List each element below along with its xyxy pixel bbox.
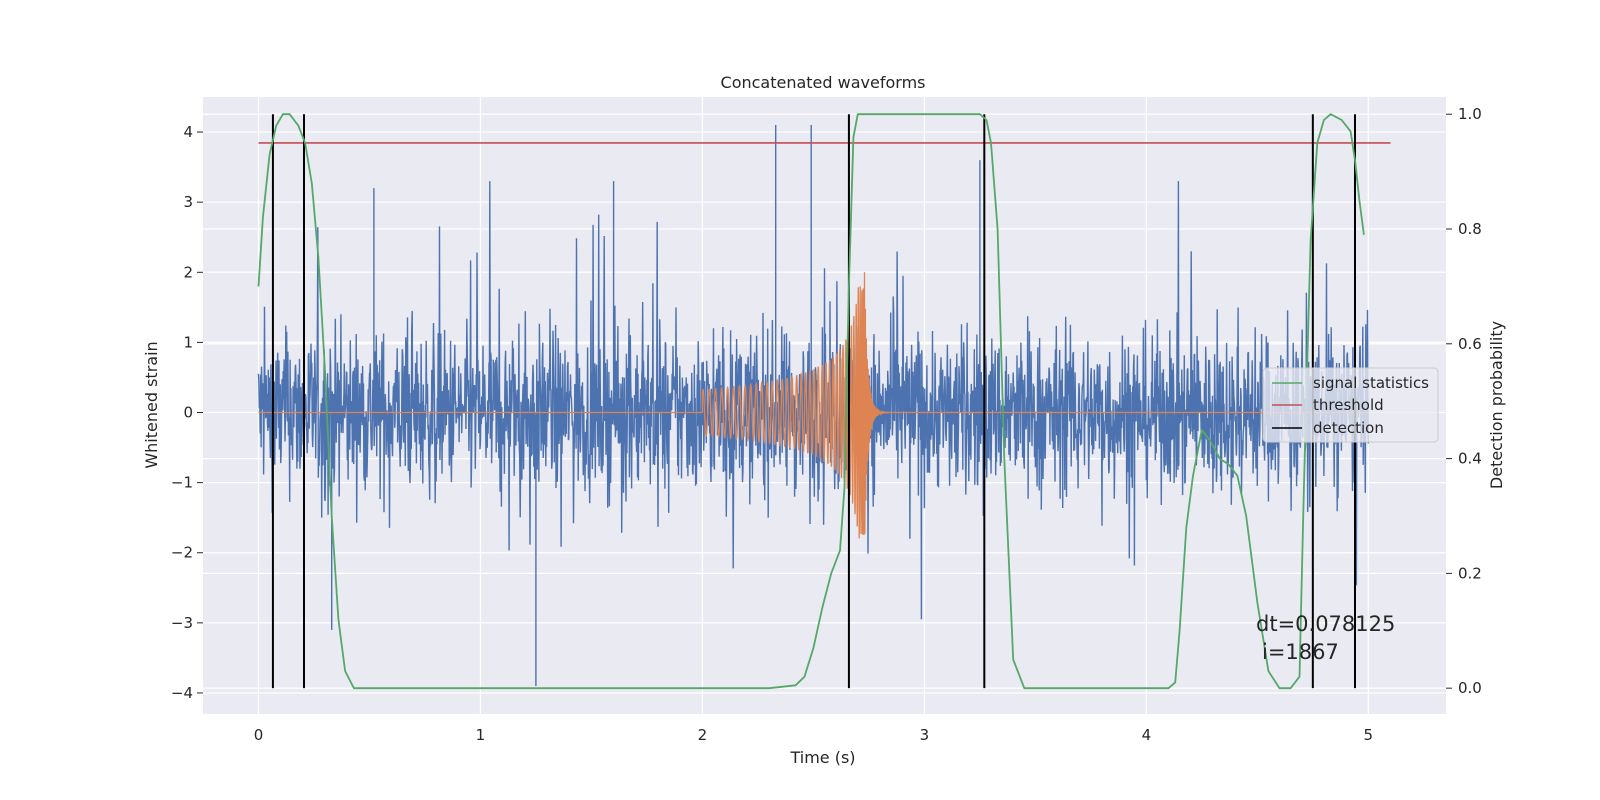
annotation-i: i=1867 <box>1262 640 1339 664</box>
y-tick-label-right: 1.0 <box>1458 105 1482 123</box>
chart-title: Concatenated waveforms <box>721 73 926 92</box>
y-tick-label-left: −3 <box>171 614 193 632</box>
x-tick-label: 0 <box>254 726 264 744</box>
legend-label-threshold: threshold <box>1313 396 1384 414</box>
legend: signal statistics threshold detection <box>1262 367 1439 443</box>
y-tick-label-right: 0.2 <box>1458 564 1482 582</box>
y-tick-label-right: 0.6 <box>1458 335 1482 353</box>
y-tick-label-left: −4 <box>171 684 193 702</box>
x-tick-label: 4 <box>1142 726 1152 744</box>
x-tick-label: 3 <box>920 726 930 744</box>
y-tick-label-left: 1 <box>183 333 193 351</box>
x-tick-label: 1 <box>476 726 486 744</box>
y-tick-label-left: 2 <box>183 263 193 281</box>
y-tick-label-left: 0 <box>183 404 193 422</box>
y-tick-label-right: 0.8 <box>1458 220 1482 238</box>
y-tick-label-left: 4 <box>183 123 193 141</box>
legend-label-detection: detection <box>1313 419 1384 437</box>
y-tick-label-left: −2 <box>171 544 193 562</box>
y-tick-label-right: 0.0 <box>1458 679 1482 697</box>
y-axis-label-right: Detection probability <box>1487 321 1506 489</box>
y-tick-label-left: −1 <box>171 474 193 492</box>
annotation-dt: dt=0.078125 <box>1256 612 1395 636</box>
y-tick-label-right: 0.4 <box>1458 450 1482 468</box>
series-layer <box>257 113 1391 690</box>
y-tick-label-left: 3 <box>183 193 193 211</box>
axes: 0 1 2 3 4 5 −4 −3 −2 −1 0 1 2 3 4 0.0 0.2 0.4 0.6 0.8 1.0 <box>171 105 1482 744</box>
x-tick-label: 2 <box>698 726 708 744</box>
chirp-series-line <box>258 272 1369 539</box>
signal-statistics-line <box>257 113 1365 690</box>
legend-box <box>1262 367 1439 443</box>
y-axis-label-left: Whitened strain <box>142 341 161 468</box>
x-tick-label: 5 <box>1364 726 1374 744</box>
x-axis-label: Time (s) <box>789 748 855 767</box>
legend-label-signal-statistics: signal statistics <box>1313 374 1429 392</box>
